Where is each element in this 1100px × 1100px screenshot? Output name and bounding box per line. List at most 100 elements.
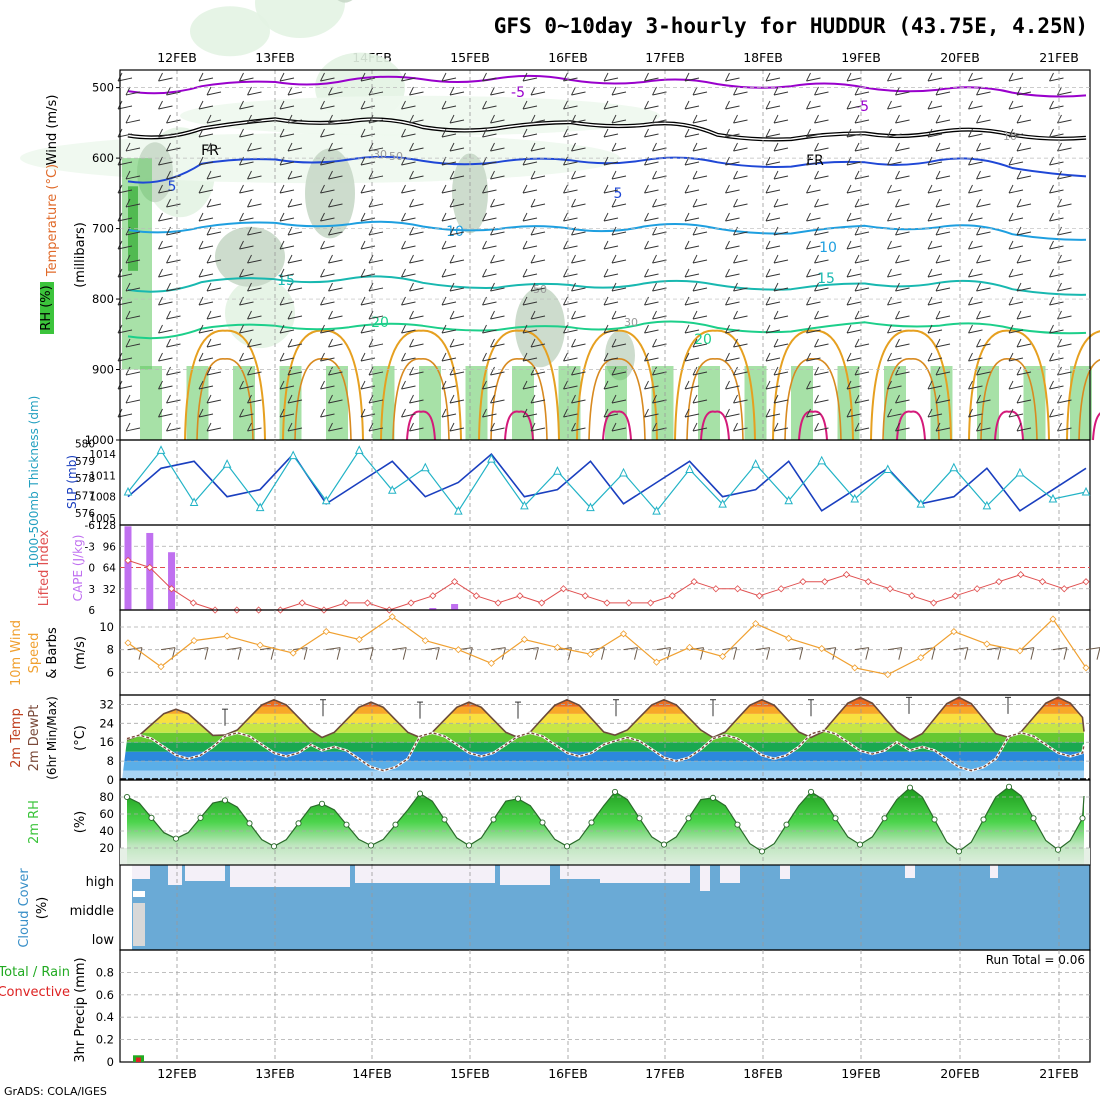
temp-ylabel-b: 2m DewPt	[27, 705, 42, 772]
wind-barb-flag	[854, 366, 860, 376]
wind-barb-flag	[935, 282, 941, 292]
wind-barb	[846, 105, 862, 110]
wind-barb-flag	[563, 212, 568, 222]
rh-shade-blob	[305, 148, 355, 239]
wind10-barb	[656, 647, 671, 651]
wind-barb	[1008, 413, 1024, 418]
wind-barb	[725, 133, 740, 138]
thickness-line	[127, 449, 1087, 513]
wind-barb-flag	[935, 366, 941, 376]
wind-barb	[409, 399, 424, 404]
cloud-high-gap	[700, 865, 710, 891]
wind-barb-flag	[247, 282, 252, 292]
wind-barb-flag	[846, 268, 852, 278]
wind10-marker	[157, 663, 165, 671]
lifted-index-marker	[472, 592, 480, 600]
lifted-index-marker	[755, 592, 763, 600]
isotherm-15	[127, 275, 1087, 296]
wind-barb-flag	[603, 72, 609, 82]
wind-barb	[571, 427, 586, 432]
wind-barb-flag	[287, 114, 293, 124]
thickness-marker	[1081, 486, 1091, 496]
wind-barb	[1057, 427, 1072, 432]
temp-dome-30	[686, 358, 744, 441]
precip-tick-0.2: 0.2	[96, 1033, 114, 1047]
wind-barb-flag	[401, 184, 406, 194]
wind-barb-flag	[684, 100, 690, 110]
wind-barb-flag	[522, 212, 528, 222]
wind-barb-flag	[206, 86, 212, 96]
cloud-high-gap	[185, 865, 225, 881]
wind-barb	[692, 427, 708, 432]
wind-barb-flag	[603, 240, 609, 250]
wind-barb-flag	[198, 380, 204, 390]
wind-barb	[765, 413, 781, 418]
wind-barb-flag	[733, 366, 738, 376]
lifted-index-marker	[451, 578, 459, 586]
wind-barb	[158, 161, 173, 166]
wind-barb-flag	[368, 114, 374, 124]
cape-bar	[146, 532, 154, 610]
rh-marker	[685, 815, 692, 822]
wind-barb-flag	[530, 198, 536, 208]
wind-barb	[482, 329, 497, 334]
wind-barb-flag	[1016, 394, 1022, 404]
wind-barb	[247, 427, 262, 432]
wind10-marker	[752, 620, 760, 628]
wind-barb-flag	[490, 282, 495, 292]
upper-tick-900: 900	[92, 363, 114, 377]
wind-barb-flag	[814, 338, 819, 348]
contour-label: 30	[624, 316, 638, 329]
rh-marker	[318, 800, 326, 807]
wind-barb-flag	[652, 310, 657, 320]
wind-barb	[927, 133, 943, 138]
wind-barb-flag	[806, 72, 811, 82]
wind-barb-flag	[1057, 86, 1062, 96]
wind-barb	[611, 119, 627, 124]
wind-barb	[1008, 273, 1024, 278]
wind-barb-flag	[887, 240, 892, 250]
wind-barb	[1016, 203, 1032, 208]
wind-barb	[773, 231, 789, 236]
wind-barb	[773, 371, 789, 376]
wind-barb	[530, 259, 546, 264]
wind-barb-flag	[725, 324, 730, 334]
wind-barb-flag	[571, 142, 576, 152]
rh-marker	[611, 788, 619, 795]
footer-credit: GrADS: COLA/IGES	[4, 1085, 107, 1098]
temp-dome-30	[882, 358, 940, 441]
wind-barb	[854, 175, 870, 180]
wind-barb-flag	[360, 128, 366, 138]
wind-barb	[247, 231, 262, 236]
wind-barb	[725, 273, 740, 278]
wind-barb	[603, 161, 619, 166]
contour-label: 50	[389, 150, 403, 163]
wind-barb	[198, 217, 214, 222]
wind-barb	[611, 427, 627, 432]
wind-barb	[611, 343, 627, 348]
wind-barb	[968, 133, 983, 138]
wind-barb	[482, 413, 497, 418]
wind-barb	[563, 329, 578, 334]
wind-barb	[490, 175, 505, 180]
wind-barb-flag	[644, 72, 649, 82]
lifted-index-marker	[973, 585, 981, 593]
wind-barb-flag	[368, 86, 374, 96]
wind-barb	[401, 133, 416, 138]
wind-barb	[482, 133, 497, 138]
wind-barb-flag	[652, 198, 657, 208]
wind-barb	[765, 133, 781, 138]
wind-barb-flag	[895, 198, 900, 208]
wind-barb	[247, 371, 262, 376]
lifted-index-marker	[1060, 585, 1068, 593]
wind-barb	[522, 133, 538, 138]
wind-barb	[846, 413, 862, 418]
wind-barb-flag	[725, 380, 730, 390]
wind10-tick-6: 6	[107, 665, 114, 679]
wind-barb	[571, 91, 586, 96]
rh-lowlevel-column	[884, 366, 906, 440]
wind-barb-flag	[1008, 240, 1014, 250]
wind-barb-flag	[1016, 226, 1022, 236]
wind-barb	[198, 357, 214, 362]
wind-barb	[530, 203, 546, 208]
